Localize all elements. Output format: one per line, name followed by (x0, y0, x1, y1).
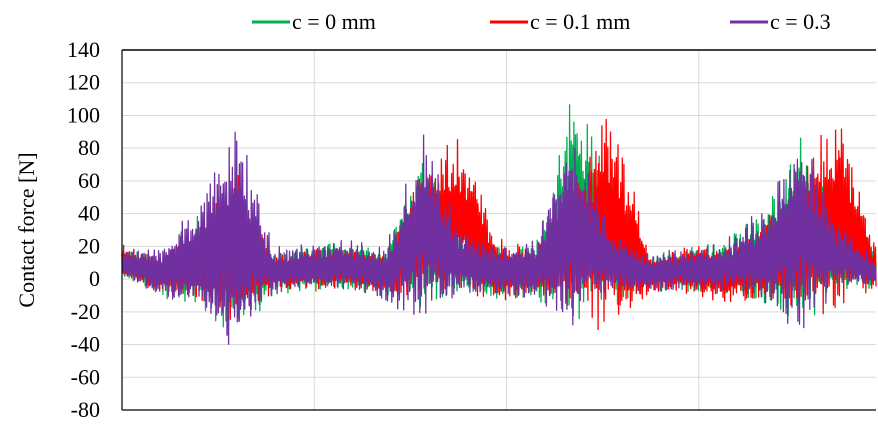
legend-label: c = 0.3 (770, 9, 831, 34)
y-tick-label: 0 (89, 266, 100, 291)
y-tick-label: 120 (67, 70, 100, 95)
y-tick-label: 80 (78, 135, 100, 160)
y-tick-label: 100 (67, 102, 100, 127)
y-tick-label: 60 (78, 168, 100, 193)
axes (121, 49, 876, 411)
y-axis-label: Contact force [N] (14, 152, 39, 307)
legend: c = 0 mm c = 0.1 mm c = 0.3 (252, 9, 831, 34)
legend-label: c = 0.1 mm (530, 9, 630, 34)
y-tick-label: 140 (67, 37, 100, 62)
series-line (121, 131, 877, 345)
series-group (121, 104, 877, 345)
y-tick-label: -20 (71, 299, 100, 324)
y-tick-label: 20 (78, 233, 100, 258)
y-tick-label: -40 (71, 332, 100, 357)
y-tick-labels: 140 120 100 80 60 40 20 0 -20 -40 -60 -80 (67, 37, 100, 422)
legend-label: c = 0 mm (292, 9, 376, 34)
y-tick-label: -60 (71, 364, 100, 389)
y-tick-label: -80 (71, 397, 100, 422)
y-tick-label: 40 (78, 201, 100, 226)
